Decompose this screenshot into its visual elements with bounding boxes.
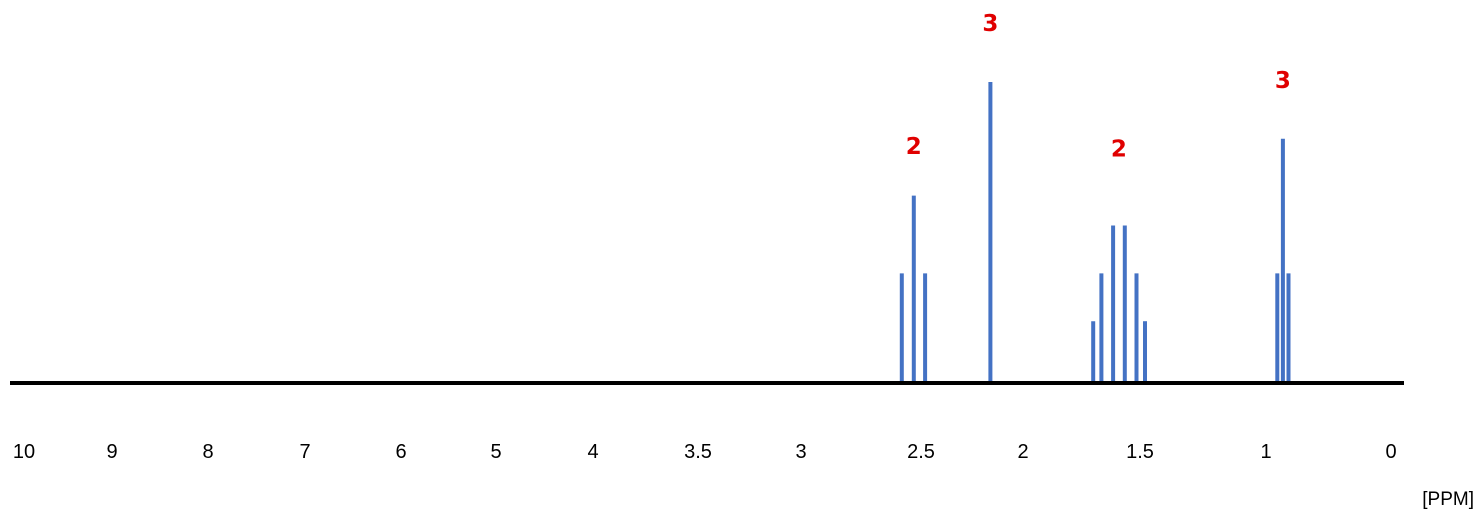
x-tick-label: 7 [299,441,310,463]
x-tick-label: 2.5 [907,441,935,463]
integration-label-group: 2 3 2 3 [906,11,1291,163]
x-axis-unit-label: [PPM] [1422,489,1474,510]
x-tick-label: 10 [13,441,35,463]
x-tick-label: 3.5 [684,441,712,463]
x-tick-label: 0 [1385,441,1396,463]
x-tick-label: 6 [395,441,406,463]
integration-label: 2 [1111,137,1127,163]
integration-label: 3 [1275,68,1291,94]
peak-group [899,82,1291,381]
integration-label: 2 [906,134,922,160]
x-tick-label: 2 [1017,441,1028,463]
x-tick-label: 1 [1260,441,1271,463]
x-tick-label: 5 [490,441,501,463]
x-tick-label: 8 [202,441,213,463]
x-tick-label: 9 [106,441,117,463]
x-tick-label: 1.5 [1126,441,1154,463]
x-tick-label: 3 [795,441,806,463]
x-tick-label: 4 [587,441,598,463]
tick-label-group: 10 9 8 7 6 5 4 3.5 3 2.5 2 1.5 1 0 [13,441,1397,463]
integration-label: 3 [982,11,998,37]
